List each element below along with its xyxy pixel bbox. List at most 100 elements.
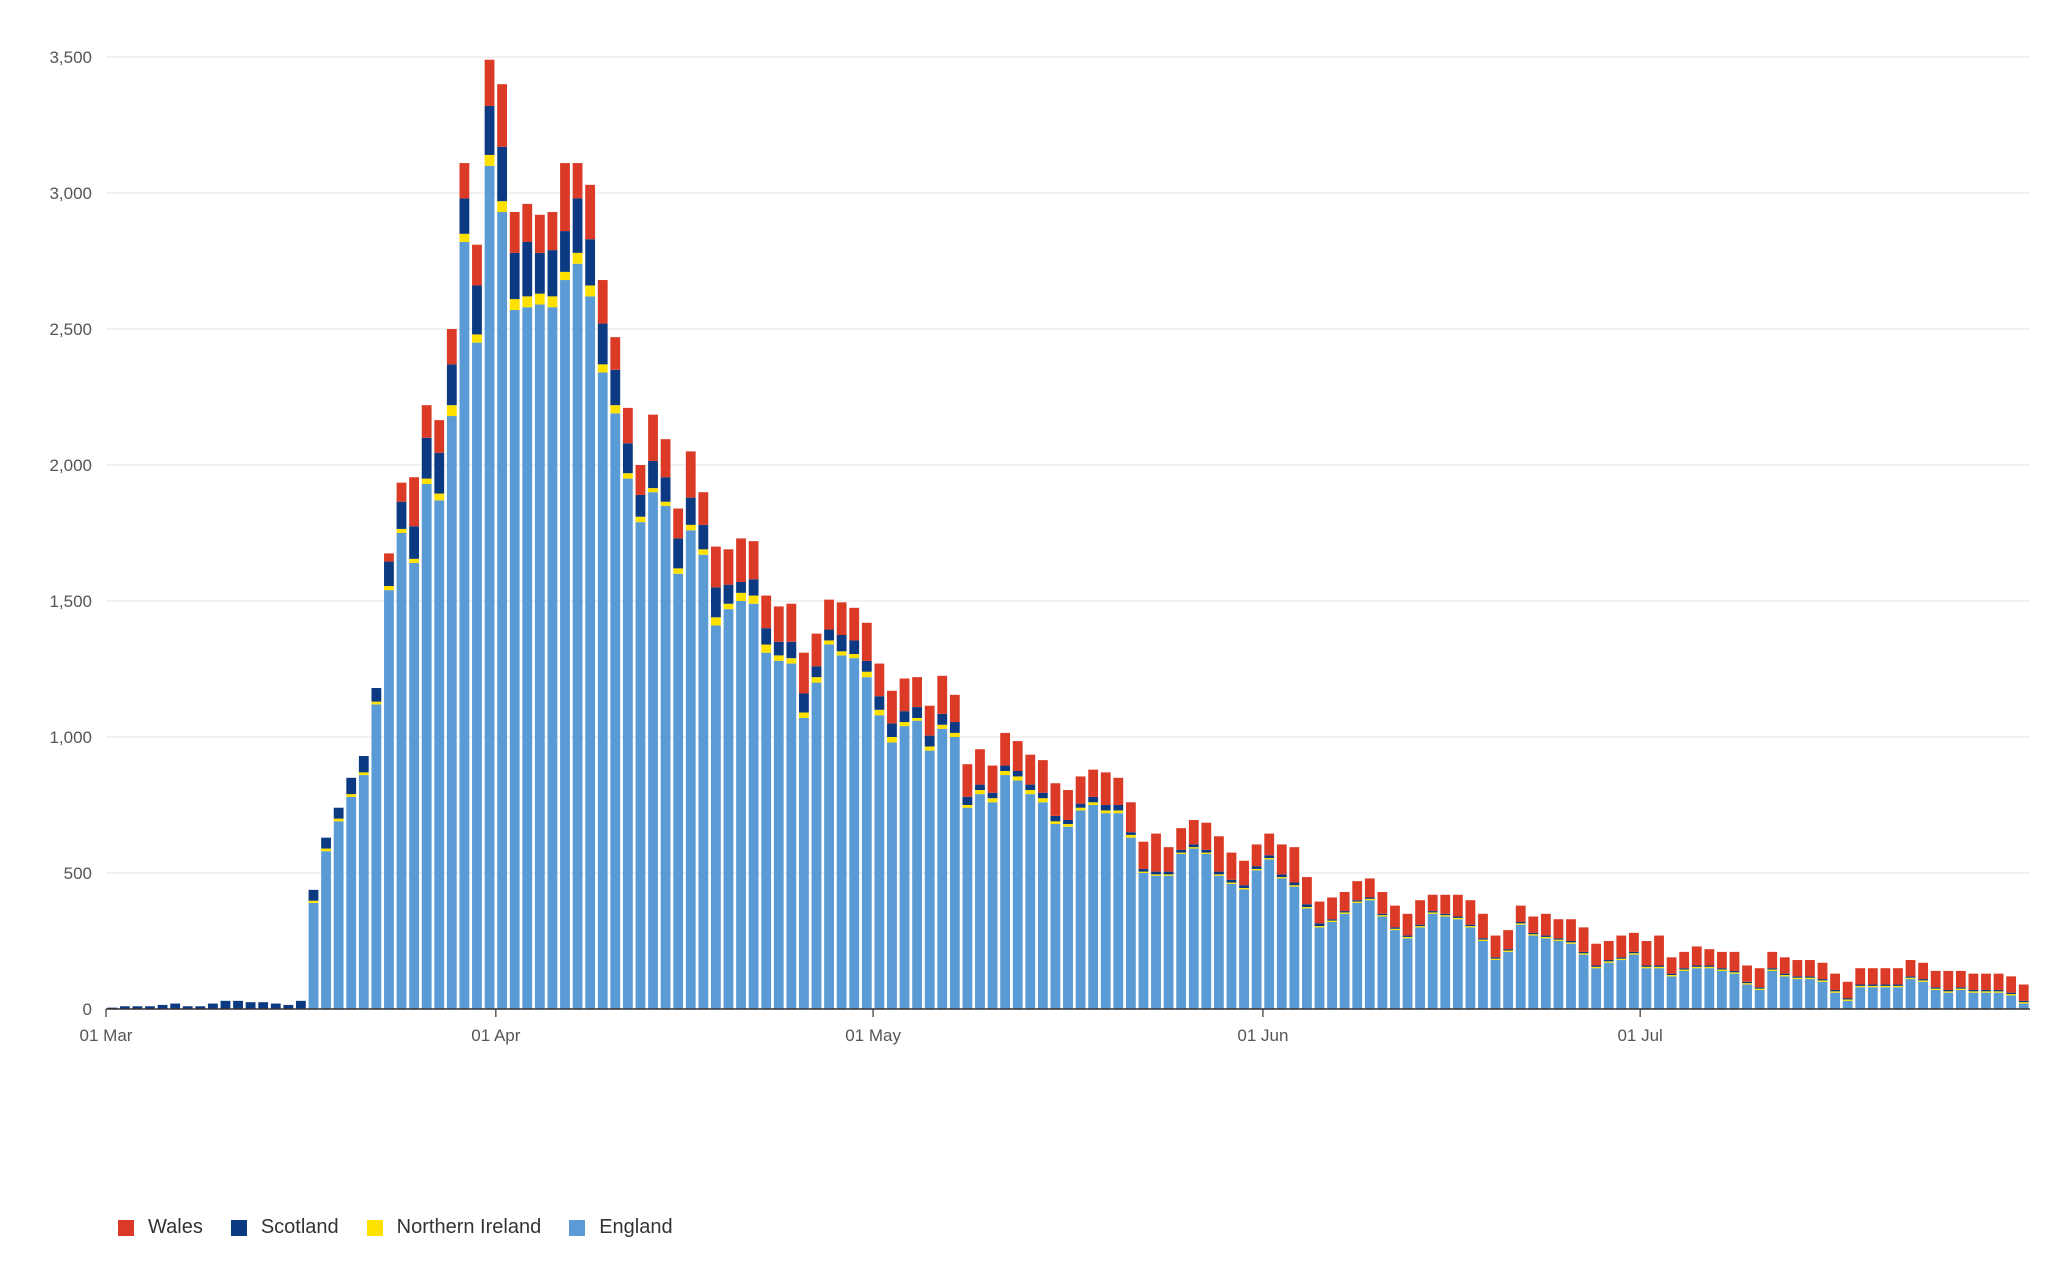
bar-england[interactable]: [1628, 954, 1639, 1009]
bar-scotland[interactable]: [811, 666, 822, 678]
bar-northern-ireland[interactable]: [1364, 898, 1375, 901]
bar-england[interactable]: [547, 307, 558, 1009]
bar-scotland[interactable]: [1930, 987, 1941, 989]
bar-northern-ireland[interactable]: [1729, 972, 1740, 974]
bar-scotland[interactable]: [119, 1006, 130, 1009]
bar-scotland[interactable]: [207, 1003, 218, 1009]
bar-england[interactable]: [660, 505, 671, 1009]
bar-scotland[interactable]: [1251, 866, 1262, 869]
bar-scotland[interactable]: [1113, 805, 1124, 811]
bar-wales[interactable]: [924, 705, 935, 736]
bar-wales[interactable]: [1050, 783, 1061, 816]
bar-england[interactable]: [912, 720, 922, 1009]
bar-scotland[interactable]: [710, 587, 721, 618]
bar-wales[interactable]: [861, 622, 872, 661]
bar-scotland[interactable]: [887, 723, 897, 737]
bar-england[interactable]: [937, 728, 948, 1009]
bar-wales[interactable]: [1239, 860, 1249, 886]
bar-scotland[interactable]: [333, 807, 344, 819]
bar-wales[interactable]: [975, 749, 985, 785]
bar-scotland[interactable]: [861, 660, 872, 672]
bar-northern-ireland[interactable]: [1779, 975, 1790, 977]
bar-england[interactable]: [1465, 927, 1476, 1009]
bar-northern-ireland[interactable]: [1691, 966, 1702, 969]
bar-scotland[interactable]: [937, 713, 948, 725]
bar-england[interactable]: [358, 775, 369, 1009]
bar-northern-ireland[interactable]: [1540, 936, 1551, 939]
bar-wales[interactable]: [1704, 949, 1715, 966]
bar-england[interactable]: [811, 682, 822, 1009]
bar-northern-ireland[interactable]: [1012, 776, 1023, 781]
bar-northern-ireland[interactable]: [899, 722, 910, 727]
bar-england[interactable]: [308, 902, 319, 1009]
bar-northern-ireland[interactable]: [1063, 824, 1073, 827]
bar-northern-ireland[interactable]: [1113, 810, 1124, 814]
bar-scotland[interactable]: [1151, 871, 1161, 875]
bar-northern-ireland[interactable]: [1503, 950, 1514, 952]
bar-wales[interactable]: [1515, 905, 1526, 922]
bar-wales[interactable]: [1289, 847, 1300, 883]
bar-scotland[interactable]: [1465, 924, 1476, 927]
bar-england[interactable]: [1100, 813, 1111, 1009]
bar-northern-ireland[interactable]: [585, 285, 596, 297]
bar-england[interactable]: [1390, 930, 1400, 1009]
bar-england[interactable]: [1704, 968, 1715, 1009]
bar-scotland[interactable]: [975, 784, 985, 791]
bar-northern-ireland[interactable]: [987, 798, 998, 803]
bar-northern-ireland[interactable]: [421, 478, 432, 485]
bar-northern-ireland[interactable]: [409, 558, 419, 563]
bar-england[interactable]: [610, 413, 621, 1009]
bar-wales[interactable]: [459, 163, 470, 199]
bar-northern-ireland[interactable]: [673, 568, 684, 574]
bar-england[interactable]: [685, 530, 696, 1009]
bar-northern-ireland[interactable]: [1628, 953, 1639, 955]
bar-scotland[interactable]: [1603, 960, 1614, 962]
bar-england[interactable]: [673, 573, 684, 1009]
bar-northern-ireland[interactable]: [949, 732, 960, 737]
bar-england[interactable]: [1163, 875, 1174, 1009]
bar-northern-ireland[interactable]: [1050, 821, 1061, 825]
bar-scotland[interactable]: [157, 1004, 168, 1009]
bar-wales[interactable]: [1830, 973, 1840, 990]
bar-england[interactable]: [1830, 992, 1840, 1009]
bar-northern-ireland[interactable]: [1930, 988, 1941, 990]
bar-wales[interactable]: [1478, 913, 1488, 939]
bar-scotland[interactable]: [1880, 984, 1891, 986]
bar-scotland[interactable]: [1867, 984, 1878, 986]
bar-wales[interactable]: [937, 675, 948, 714]
bar-northern-ireland[interactable]: [1566, 942, 1576, 944]
bar-northern-ireland[interactable]: [2018, 1002, 2029, 1004]
bar-wales[interactable]: [409, 477, 419, 527]
bar-wales[interactable]: [849, 607, 860, 641]
bar-england[interactable]: [1993, 992, 2004, 1009]
bar-wales[interactable]: [1981, 973, 1991, 990]
bar-wales[interactable]: [799, 652, 809, 694]
bar-northern-ireland[interactable]: [459, 233, 470, 242]
bar-scotland[interactable]: [534, 252, 545, 294]
bar-scotland[interactable]: [283, 1004, 294, 1009]
bar-wales[interactable]: [1440, 894, 1451, 914]
bar-scotland[interactable]: [270, 1003, 281, 1009]
bar-northern-ireland[interactable]: [1163, 874, 1174, 876]
bar-northern-ireland[interactable]: [484, 154, 495, 166]
bar-northern-ireland[interactable]: [1214, 874, 1224, 876]
bar-england[interactable]: [736, 601, 746, 1009]
bar-england[interactable]: [446, 416, 457, 1009]
bar-wales[interactable]: [1930, 970, 1941, 988]
bar-northern-ireland[interactable]: [773, 655, 784, 661]
bar-scotland[interactable]: [220, 1000, 231, 1009]
bar-wales[interactable]: [1729, 951, 1740, 971]
bar-scotland[interactable]: [1943, 989, 1954, 992]
bar-scotland[interactable]: [1767, 968, 1778, 970]
bar-england[interactable]: [333, 821, 344, 1009]
bar-scotland[interactable]: [233, 1000, 243, 1009]
bar-scotland[interactable]: [1163, 871, 1174, 875]
bar-northern-ireland[interactable]: [962, 805, 973, 808]
bar-northern-ireland[interactable]: [1188, 847, 1199, 849]
bar-wales[interactable]: [572, 163, 583, 199]
bar-england[interactable]: [1415, 927, 1426, 1009]
bar-wales[interactable]: [1691, 946, 1702, 966]
bar-england[interactable]: [1553, 941, 1564, 1009]
bar-scotland[interactable]: [1817, 979, 1828, 981]
bar-scotland[interactable]: [1352, 900, 1363, 902]
